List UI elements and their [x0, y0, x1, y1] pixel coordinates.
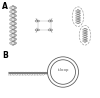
Polygon shape [77, 12, 80, 14]
Polygon shape [84, 28, 88, 31]
Polygon shape [12, 14, 16, 18]
Polygon shape [82, 28, 86, 31]
Polygon shape [12, 37, 16, 41]
Text: A: A [2, 2, 8, 11]
Polygon shape [76, 12, 79, 14]
Polygon shape [10, 26, 14, 29]
Polygon shape [84, 38, 88, 40]
Polygon shape [10, 22, 14, 26]
Polygon shape [77, 10, 80, 12]
Polygon shape [77, 19, 81, 21]
Polygon shape [82, 40, 86, 42]
Polygon shape [76, 17, 79, 19]
Polygon shape [77, 14, 80, 17]
Polygon shape [84, 40, 88, 42]
Polygon shape [12, 33, 16, 37]
Polygon shape [12, 22, 16, 26]
Polygon shape [10, 29, 14, 33]
Polygon shape [10, 6, 14, 10]
Polygon shape [76, 21, 79, 24]
Polygon shape [12, 18, 16, 22]
Polygon shape [76, 10, 79, 12]
Polygon shape [77, 21, 81, 24]
Polygon shape [84, 35, 88, 38]
Polygon shape [82, 35, 86, 38]
Polygon shape [10, 41, 14, 45]
Polygon shape [76, 19, 79, 21]
Polygon shape [12, 6, 16, 10]
Polygon shape [76, 14, 79, 17]
Polygon shape [10, 33, 14, 37]
Polygon shape [82, 31, 86, 33]
Text: B: B [2, 51, 8, 60]
Polygon shape [77, 17, 80, 19]
Text: t-loop: t-loop [58, 68, 70, 72]
Polygon shape [82, 38, 86, 40]
Polygon shape [10, 14, 14, 18]
Polygon shape [10, 10, 14, 14]
Polygon shape [82, 33, 86, 35]
Polygon shape [84, 31, 88, 33]
Polygon shape [12, 29, 16, 33]
Polygon shape [12, 41, 16, 45]
Polygon shape [10, 18, 14, 22]
Polygon shape [12, 10, 16, 14]
Polygon shape [12, 26, 16, 29]
Polygon shape [10, 37, 14, 41]
Polygon shape [84, 33, 88, 35]
